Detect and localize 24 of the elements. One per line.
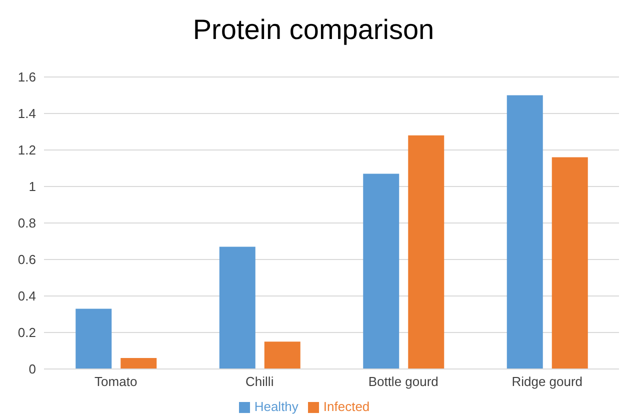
bar	[408, 135, 444, 369]
y-tick-label: 0	[28, 362, 36, 377]
bar	[363, 174, 400, 369]
y-tick-label: 0.8	[18, 216, 36, 231]
x-tick-label: Chilli	[246, 374, 274, 390]
bar	[120, 358, 157, 369]
bar	[552, 157, 588, 369]
bar	[264, 342, 300, 369]
bar	[506, 95, 543, 369]
chart-title: Protein comparison	[192, 13, 436, 47]
bar	[76, 308, 112, 369]
x-tick-label: Bottle gourd	[368, 374, 438, 390]
y-tick-label: 1	[28, 179, 36, 194]
legend-label: Infected	[323, 399, 370, 414]
bar	[219, 246, 256, 369]
y-tick-label: 1.6	[18, 70, 36, 85]
y-tick-label: 0.2	[18, 325, 36, 340]
x-tick-label: Ridge gourd	[512, 374, 583, 390]
y-tick-label: 1.4	[18, 106, 36, 122]
legend-label: Healthy	[254, 399, 298, 414]
y-tick-label: 1.2	[18, 142, 36, 158]
y-tick-label: 0.6	[18, 252, 36, 268]
x-tick-label: Tomato	[94, 374, 138, 390]
y-tick-label: 0.4	[18, 288, 36, 304]
